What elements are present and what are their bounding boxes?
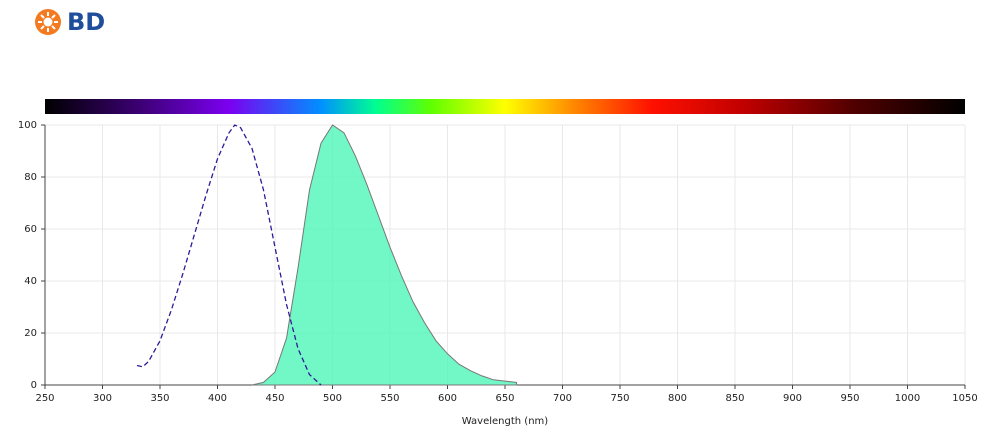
logo-rays	[38, 12, 58, 32]
x-tick-label: 750	[610, 393, 629, 404]
x-axis-label: Wavelength (nm)	[462, 416, 548, 427]
x-tick-label: 900	[783, 393, 802, 404]
excitation-line	[136, 124, 322, 386]
logo[interactable]: BD	[35, 8, 105, 36]
y-tick-label: 40	[24, 276, 37, 287]
logo-text: BD	[67, 8, 105, 36]
y-tick-label: 60	[24, 224, 37, 235]
y-tick-label: 0	[31, 380, 37, 391]
x-tick-label: 450	[265, 393, 284, 404]
logo-icon-center	[43, 17, 53, 27]
x-tick-label: 650	[495, 393, 514, 404]
x-tick-label: 250	[35, 393, 54, 404]
x-tick-label: 950	[840, 393, 859, 404]
x-tick-label: 1000	[895, 393, 920, 404]
x-tick-label: 500	[323, 393, 342, 404]
x-tick-label: 1050	[952, 393, 977, 404]
x-tick-label: 300	[93, 393, 112, 404]
emission-area	[251, 124, 517, 386]
spectrum-bar	[45, 99, 965, 114]
x-tick-label: 550	[380, 393, 399, 404]
y-tick-label: 20	[24, 328, 37, 339]
x-tick-label: 350	[150, 393, 169, 404]
y-tick-label: 100	[18, 120, 37, 131]
x-tick-label: 800	[668, 393, 687, 404]
y-tick-label: 80	[24, 172, 37, 183]
x-tick-label: 850	[725, 393, 744, 404]
x-tick-label: 700	[553, 393, 572, 404]
x-tick-label: 600	[438, 393, 457, 404]
x-tick-label: 400	[208, 393, 227, 404]
